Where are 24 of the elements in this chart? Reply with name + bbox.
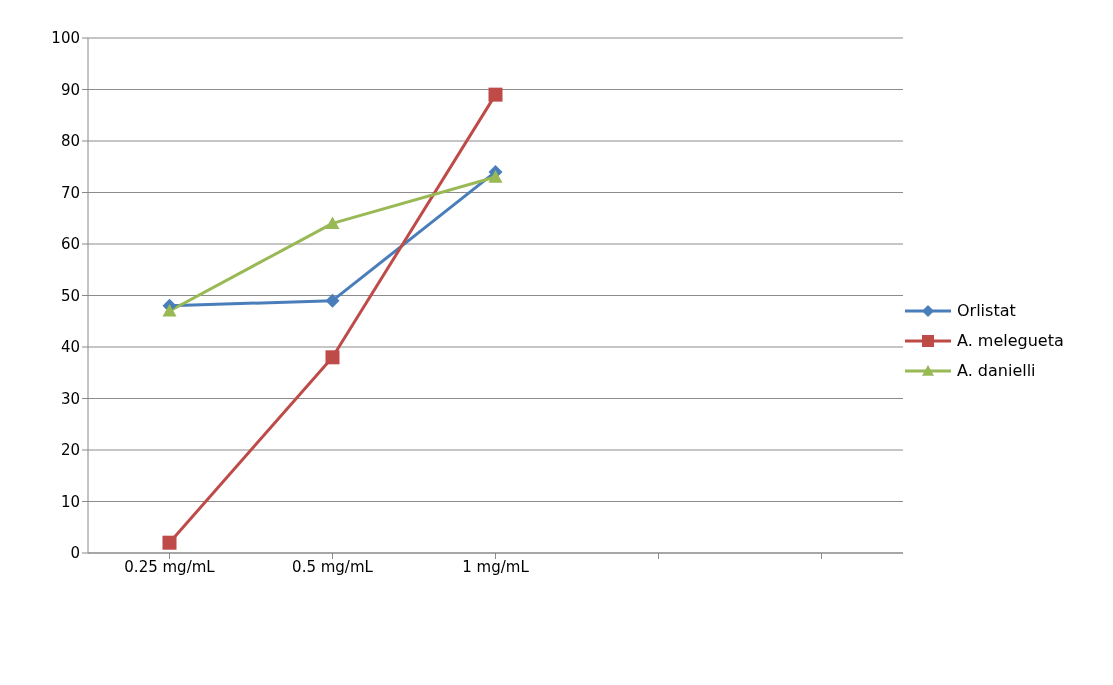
point	[325, 216, 340, 229]
point	[325, 350, 340, 365]
y-tick-label: 30	[60, 389, 80, 408]
y-tick-label: 70	[60, 183, 80, 202]
y-tick-label: 10	[60, 492, 80, 511]
y-tick-label: 50	[60, 286, 80, 305]
y-tick-label: 60	[60, 235, 80, 254]
y-tick-label: 20	[60, 441, 80, 460]
y-tick-label: 40	[60, 338, 80, 357]
x-tick-label: 1 mg/mL	[462, 557, 530, 576]
x-tick-label: 0.5 mg/mL	[292, 557, 374, 576]
point	[325, 293, 340, 308]
y-tick-label: 100	[51, 29, 80, 48]
point	[488, 87, 503, 102]
legend-label: A. melegueta	[957, 331, 1064, 350]
y-tick-label: 90	[60, 80, 80, 99]
point	[488, 170, 503, 183]
legend-label: A. danielli	[957, 361, 1036, 380]
y-tick-label: 80	[60, 132, 80, 151]
point	[162, 303, 177, 317]
y-tick-label: 0	[70, 544, 80, 563]
legend-label: Orlistat	[957, 301, 1016, 320]
x-tick-label: 0.25 mg/mL	[124, 557, 216, 576]
point	[162, 535, 177, 550]
